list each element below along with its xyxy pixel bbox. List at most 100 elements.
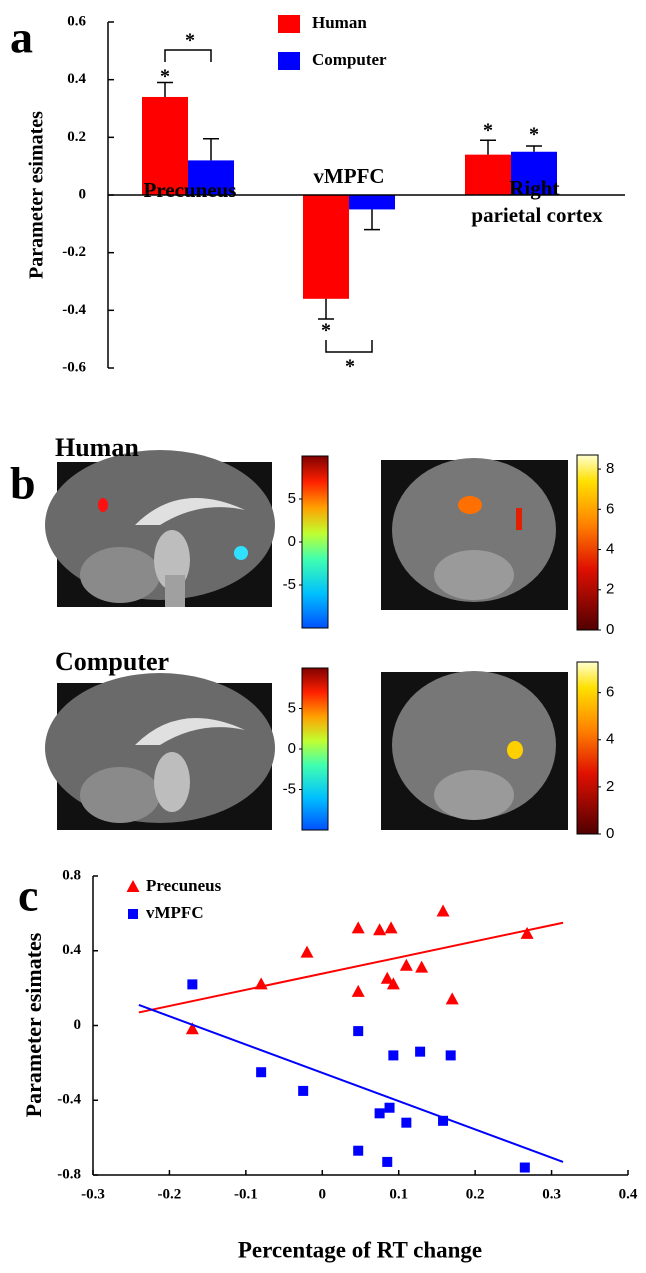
fit-line (139, 923, 563, 1013)
bar (303, 195, 349, 299)
colorbar (302, 668, 328, 830)
fit-line (139, 1005, 563, 1162)
point (385, 921, 398, 933)
y-tick-label: 0 (74, 1017, 82, 1033)
point (373, 923, 386, 935)
colorbar-tick-label: 0 (288, 533, 296, 550)
colorbar-tick-label: -5 (283, 780, 296, 797)
point (352, 921, 365, 933)
bar (465, 155, 511, 195)
row-title: Human (55, 433, 139, 462)
y-tick-label: 0.2 (67, 129, 86, 145)
significance-mark: * (321, 320, 331, 342)
point (256, 1067, 266, 1077)
legend-label: Precuneus (146, 876, 222, 895)
brain-image (45, 673, 275, 830)
legend-swatch (278, 52, 300, 70)
colorbar-tick-label: 2 (606, 778, 614, 795)
x-tick-label: 0.2 (466, 1186, 485, 1202)
brain-image (381, 458, 568, 610)
error-bar (203, 139, 219, 161)
bracket (326, 340, 372, 352)
error-bar (480, 140, 496, 154)
colorbar-tick-label: 8 (606, 460, 614, 477)
colorbar-tick-label: 0 (606, 621, 614, 638)
point (446, 992, 459, 1004)
point (415, 961, 428, 973)
error-bar (526, 146, 542, 152)
x-tick-label: 0 (319, 1186, 327, 1202)
y-tick-label: -0.4 (62, 302, 86, 318)
significance-mark: * (345, 356, 355, 378)
colorbar-tick-label: 6 (606, 684, 614, 701)
category-label: Precuneus (144, 178, 237, 202)
y-axis-label: Parameter esimates (26, 111, 48, 279)
point (301, 946, 314, 958)
bar (349, 195, 395, 209)
significance-mark: * (185, 30, 195, 52)
point (353, 1026, 363, 1036)
error-bar (364, 209, 380, 229)
row-title: Computer (55, 647, 169, 676)
colorbar-tick-label: 4 (606, 541, 614, 558)
x-tick-label: -0.3 (81, 1186, 105, 1202)
point (382, 1157, 392, 1167)
panel-label: a (10, 12, 33, 63)
y-tick-label: 0.4 (62, 942, 81, 958)
point (437, 905, 450, 917)
panel-label: c (18, 870, 38, 921)
point (438, 1116, 448, 1126)
colorbar-tick-label: 0 (288, 740, 296, 757)
y-axis-label: Parameter esimates (21, 932, 46, 1117)
colorbar-tick-label: 6 (606, 500, 614, 517)
legend-label: Human (312, 13, 367, 32)
brain-image (45, 450, 275, 607)
colorbar-tick-label: 4 (606, 731, 614, 748)
x-tick-label: -0.1 (234, 1186, 258, 1202)
x-tick-label: 0.3 (542, 1186, 561, 1202)
point (400, 959, 413, 971)
point (388, 1050, 398, 1060)
colorbar (302, 456, 328, 628)
point (446, 1050, 456, 1060)
y-tick-label: -0.2 (62, 244, 86, 260)
point (520, 1163, 530, 1173)
y-tick-label: -0.4 (57, 1092, 81, 1108)
y-tick-label: -0.6 (62, 359, 86, 375)
point (353, 1146, 363, 1156)
legend-swatch (278, 15, 300, 33)
category-label: vMPFC (313, 164, 384, 188)
legend-marker (127, 880, 140, 892)
bracket (165, 50, 211, 62)
significance-mark: * (160, 66, 170, 88)
colorbar-tick-label: 5 (288, 699, 296, 716)
x-axis-label: Percentage of RT change (238, 1237, 482, 1262)
colorbar-tick-label: 2 (606, 581, 614, 598)
y-tick-label: 0.6 (67, 13, 86, 29)
legend-label: Computer (312, 50, 387, 69)
figure: a Parameter esimates -0.6 -0.4 -0.2 0 0.2 0.4 0.… (0, 0, 646, 1273)
point (375, 1108, 385, 1118)
point (401, 1118, 411, 1128)
point (385, 1103, 395, 1113)
point (352, 985, 365, 997)
y-tick-label: -0.8 (57, 1166, 81, 1182)
legend-label: vMPFC (146, 903, 204, 922)
colorbar (577, 662, 598, 834)
x-tick-label: -0.2 (158, 1186, 182, 1202)
legend-marker (128, 909, 138, 919)
point (415, 1047, 425, 1057)
colorbar-tick-label: 0 (606, 825, 614, 842)
error-bar (318, 299, 334, 319)
x-tick-label: 0.4 (619, 1186, 638, 1202)
panel-label: b (10, 458, 36, 509)
point (298, 1086, 308, 1096)
brain-image (381, 671, 568, 830)
point (187, 979, 197, 989)
significance-mark: * (483, 120, 493, 142)
colorbar (577, 455, 598, 630)
significance-mark: * (529, 124, 539, 146)
y-tick-label: 0 (79, 186, 87, 202)
colorbar-tick-label: 5 (288, 490, 296, 507)
x-tick-label: 0.1 (389, 1186, 408, 1202)
